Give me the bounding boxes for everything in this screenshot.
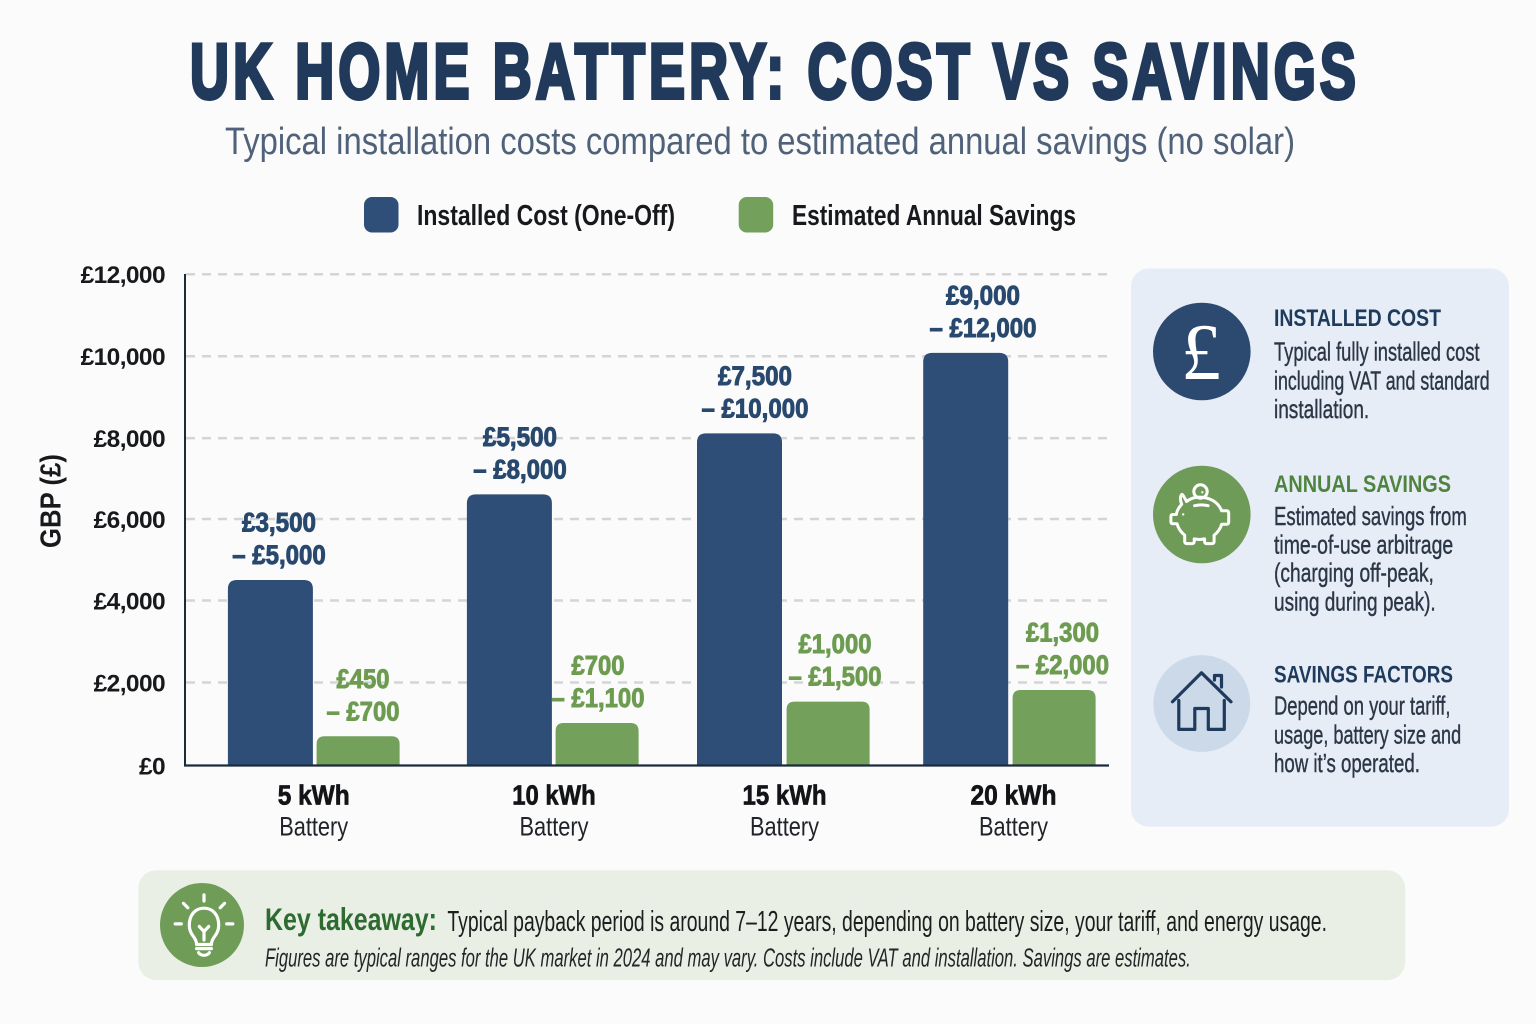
svg-text:10 kWh: 10 kWh bbox=[512, 780, 596, 811]
svg-text:Typical payback period is arou: Typical payback period is around 7–12 ye… bbox=[447, 906, 1327, 938]
svg-text:£1,300: £1,300 bbox=[1026, 618, 1099, 648]
svg-text:GBP (£): GBP (£) bbox=[36, 454, 68, 548]
svg-text:£8,000: £8,000 bbox=[94, 426, 165, 453]
svg-text:ANNUAL SAVINGS: ANNUAL SAVINGS bbox=[1274, 471, 1451, 498]
svg-text:Battery: Battery bbox=[520, 811, 589, 841]
svg-text:Typical installation costs com: Typical installation costs compared to e… bbox=[225, 121, 1295, 163]
svg-text:Key takeaway:: Key takeaway: bbox=[265, 901, 437, 937]
svg-text:– £5,000: – £5,000 bbox=[232, 540, 326, 570]
svg-text:15 kWh: 15 kWh bbox=[743, 780, 827, 811]
svg-text:including VAT and standard: including VAT and standard bbox=[1274, 365, 1490, 395]
svg-text:using during peak).: using during peak). bbox=[1274, 586, 1436, 616]
svg-text:– £1,100: – £1,100 bbox=[552, 683, 645, 713]
svg-text:Battery: Battery bbox=[979, 811, 1048, 841]
svg-text:£7,500: £7,500 bbox=[718, 361, 792, 391]
svg-text:INSTALLED COST: INSTALLED COST bbox=[1274, 305, 1441, 332]
svg-text:£10,000: £10,000 bbox=[81, 344, 165, 371]
svg-text:– £700: – £700 bbox=[327, 696, 400, 726]
svg-text:£2,000: £2,000 bbox=[94, 670, 165, 697]
svg-text:(charging off-peak,: (charging off-peak, bbox=[1274, 558, 1434, 588]
svg-text:SAVINGS FACTORS: SAVINGS FACTORS bbox=[1274, 661, 1453, 688]
svg-text:£5,500: £5,500 bbox=[483, 422, 557, 452]
svg-text:£700: £700 bbox=[572, 651, 625, 681]
svg-text:£3,500: £3,500 bbox=[242, 508, 316, 538]
svg-text:20 kWh: 20 kWh bbox=[971, 780, 1057, 811]
svg-text:installation.: installation. bbox=[1274, 394, 1369, 424]
svg-text:Battery: Battery bbox=[279, 811, 348, 841]
svg-text:£9,000: £9,000 bbox=[946, 280, 1020, 310]
svg-text:£4,000: £4,000 bbox=[94, 588, 165, 615]
svg-text:Installed Cost (One-Off): Installed Cost (One-Off) bbox=[417, 200, 675, 232]
svg-text:Typical fully installed cost: Typical fully installed cost bbox=[1274, 337, 1480, 367]
svg-text:UK HOME BATTERY: COST VS SAVIN: UK HOME BATTERY: COST VS SAVINGS bbox=[190, 27, 1360, 115]
svg-text:£6,000: £6,000 bbox=[94, 507, 165, 534]
svg-text:usage, battery size and: usage, battery size and bbox=[1274, 719, 1461, 749]
svg-text:£0: £0 bbox=[139, 753, 165, 780]
svg-text:time-of-use arbitrage: time-of-use arbitrage bbox=[1274, 530, 1453, 560]
svg-text:– £10,000: – £10,000 bbox=[702, 393, 809, 423]
svg-text:£: £ bbox=[1181, 309, 1221, 397]
svg-text:how it’s operated.: how it’s operated. bbox=[1274, 748, 1420, 778]
svg-text:£1,000: £1,000 bbox=[799, 629, 872, 659]
svg-text:Figures are typical ranges for: Figures are typical ranges for the UK ma… bbox=[265, 943, 1191, 973]
svg-text:– £1,500: – £1,500 bbox=[789, 662, 882, 692]
svg-text:£12,000: £12,000 bbox=[81, 262, 165, 289]
svg-text:– £2,000: – £2,000 bbox=[1016, 650, 1109, 680]
svg-text:Estimated Annual Savings: Estimated Annual Savings bbox=[792, 200, 1076, 232]
svg-text:Battery: Battery bbox=[750, 811, 819, 841]
svg-text:£450: £450 bbox=[337, 664, 390, 694]
svg-text:Estimated savings from: Estimated savings from bbox=[1274, 501, 1467, 531]
svg-text:5 kWh: 5 kWh bbox=[278, 780, 350, 811]
svg-text:– £8,000: – £8,000 bbox=[473, 454, 567, 484]
svg-text:Depend on your tariff,: Depend on your tariff, bbox=[1274, 691, 1451, 721]
svg-text:– £12,000: – £12,000 bbox=[930, 313, 1037, 343]
